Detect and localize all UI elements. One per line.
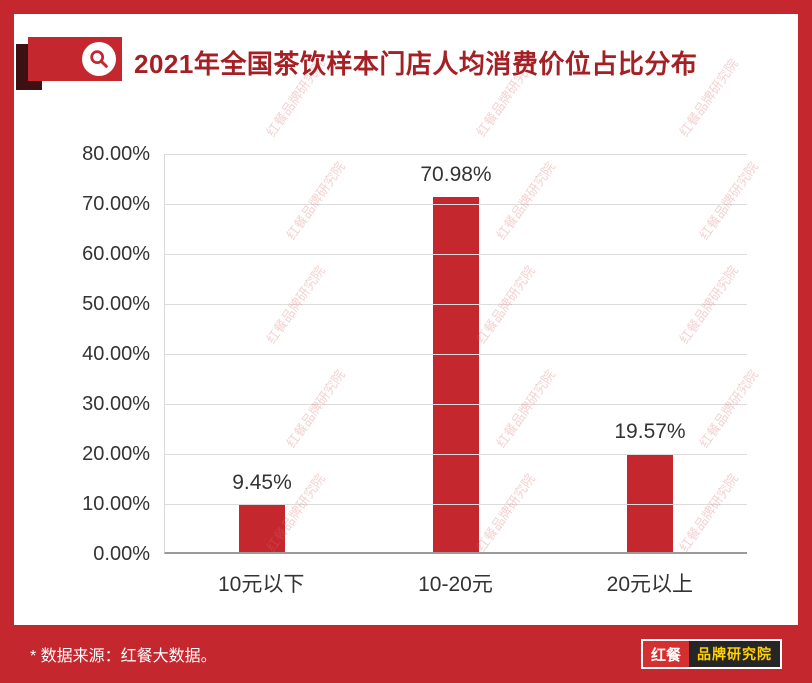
chart-bar: [239, 504, 285, 552]
search-icon: [82, 42, 116, 76]
content-area: 红餐品牌研究院 红餐品牌研究院 红餐品牌研究院 红餐品牌研究院 红餐品牌研究院 红餐品牌研…: [14, 14, 798, 625]
y-tick-label: 50.00%: [82, 293, 150, 315]
y-tick-label: 20.00%: [82, 443, 150, 465]
gridline: [165, 454, 747, 455]
bar-chart: 0.00% 10.00% 20.00% 30.00% 40.00% 50.00% 60.00…: [28, 28, 784, 596]
x-axis-label: 10元以下: [217, 573, 305, 596]
x-axis: 10元以下 10-20元 20元以上: [164, 568, 747, 598]
y-tick-label: 0.00%: [93, 543, 150, 565]
y-tick-label: 60.00%: [82, 243, 150, 265]
y-tick-label: 70.00%: [82, 193, 150, 215]
y-tick-label: 40.00%: [82, 343, 150, 365]
gridline: [165, 404, 747, 405]
bar-value-label: 19.57%: [614, 420, 686, 444]
gridline: [165, 304, 747, 305]
brand-logo: 红餐 品牌研究院: [640, 639, 782, 669]
data-source-text: * 数据来源：红餐大数据。: [30, 648, 217, 665]
bar-slot: 70.98%: [359, 154, 553, 552]
bar-slot: 19.57%: [553, 154, 747, 552]
bar-value-label: 9.45%: [232, 470, 292, 494]
bar-slot: 9.45%: [165, 154, 359, 552]
x-axis-label: 20元以上: [606, 573, 693, 596]
footer-band: * 数据来源：红餐大数据。 红餐 品牌研究院: [14, 625, 798, 683]
chart-bar: [627, 454, 673, 552]
page-title: 2021年全国茶饮样本门店人均消费价位占比分布: [134, 48, 698, 79]
y-axis: 0.00% 10.00% 20.00% 30.00% 40.00% 50.00% 60.00…: [28, 143, 150, 565]
badge-red-box: [28, 37, 122, 81]
gridline: [165, 154, 747, 155]
y-tick-label: 80.00%: [82, 143, 150, 165]
bars-container: 9.45% 70.98% 19.57%: [165, 154, 747, 552]
y-tick-label: 10.00%: [82, 493, 150, 515]
search-badge: [14, 35, 126, 90]
y-tick-label: 30.00%: [82, 393, 150, 415]
plot-area: 9.45% 70.98% 19.57%: [164, 154, 747, 554]
gridline: [165, 254, 747, 255]
brand-logo-primary: 红餐: [642, 641, 689, 667]
brand-logo-secondary: 品牌研究院: [689, 641, 780, 667]
gridline: [165, 204, 747, 205]
chart-header: 2021年全国茶饮样本门店人均消费价位占比分布: [14, 32, 792, 92]
gridline: [165, 504, 747, 505]
bar-value-label: 70.98%: [420, 163, 492, 187]
x-axis-label: 10-20元: [418, 573, 493, 596]
chart-bar: [433, 197, 479, 552]
gridline: [165, 354, 747, 355]
